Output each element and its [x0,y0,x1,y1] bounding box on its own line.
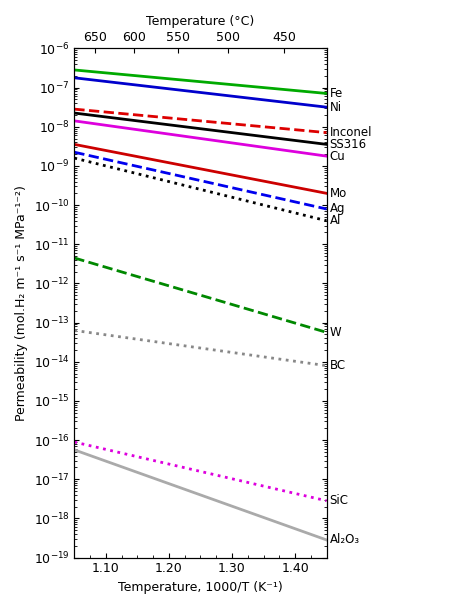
Text: SiC: SiC [330,495,349,507]
Text: Fe: Fe [330,87,343,100]
Text: Ni: Ni [330,100,342,114]
Text: Al: Al [330,214,341,227]
X-axis label: Temperature (°C): Temperature (°C) [146,15,255,28]
Y-axis label: Permeability (mol.H₂ m⁻¹ s⁻¹ MPa⁻¹⁻²): Permeability (mol.H₂ m⁻¹ s⁻¹ MPa⁻¹⁻²) [15,185,28,421]
Text: Mo: Mo [330,187,347,200]
X-axis label: Temperature, 1000/T (K⁻¹): Temperature, 1000/T (K⁻¹) [118,581,283,594]
Text: Inconel: Inconel [330,126,372,139]
Text: SS316: SS316 [330,138,367,151]
Text: Al₂O₃: Al₂O₃ [330,533,360,546]
Text: Ag: Ag [330,203,345,216]
Text: W: W [330,326,341,339]
Text: Cu: Cu [330,150,346,163]
Text: BC: BC [330,359,346,372]
